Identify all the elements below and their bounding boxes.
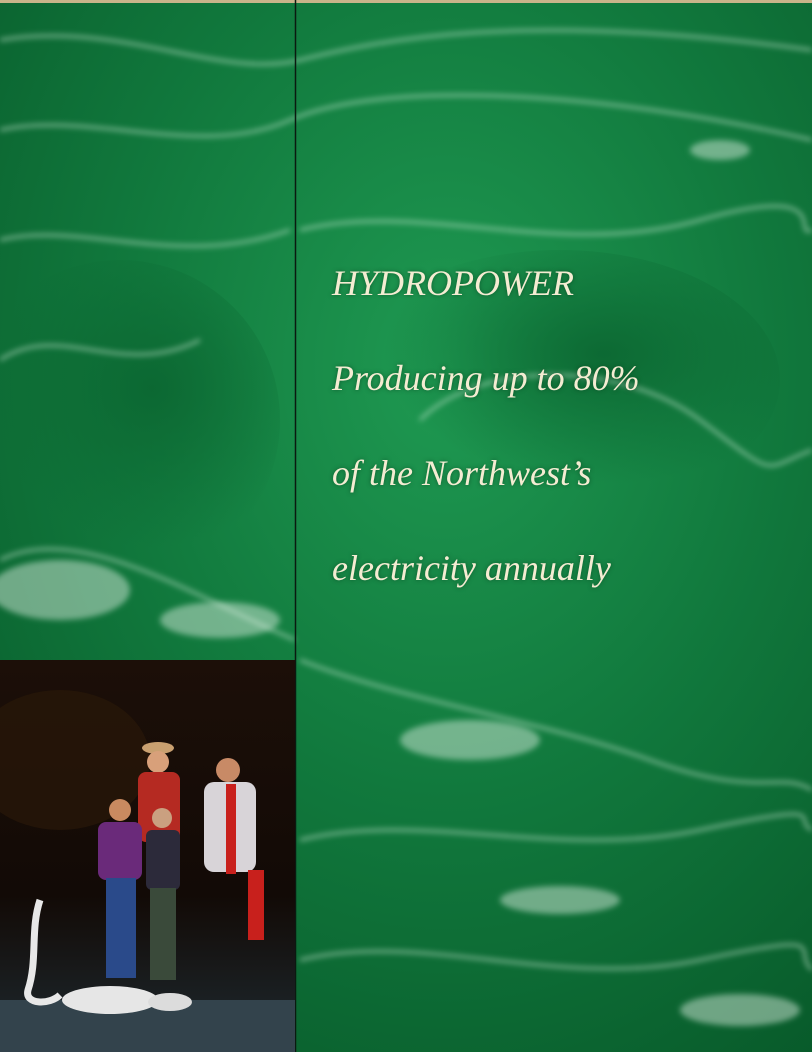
background-art [0,0,812,1052]
cover-page: HYDROPOWER Producing up to 80% of the No… [0,0,812,1052]
body-line: of the Northwest’s [332,452,591,494]
headline: HYDROPOWER [332,262,574,304]
body-line: Producing up to 80% [332,357,640,399]
body-line: electricity annually [332,547,611,589]
